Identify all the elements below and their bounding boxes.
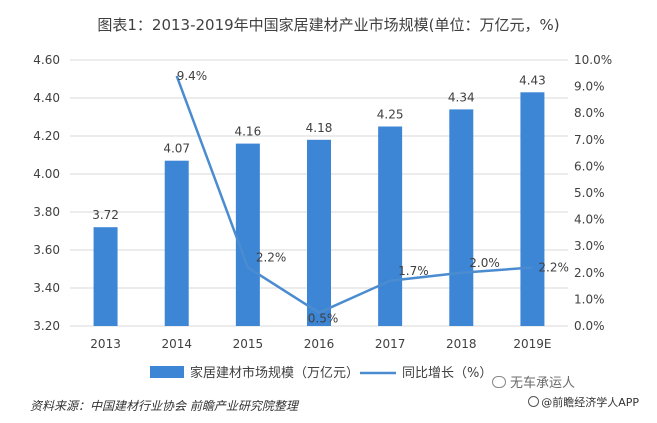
y-right-tick-label: 1.0% xyxy=(574,292,605,306)
bar xyxy=(449,109,474,327)
y-right-tick-label: 6.0% xyxy=(574,159,605,173)
bar-value-label: 4.18 xyxy=(306,121,333,135)
y-right-tick-label: 5.0% xyxy=(574,186,605,200)
y-right-tick-label: 9.0% xyxy=(574,80,605,94)
line-value-label: 0.5% xyxy=(308,312,339,326)
footer: 资料来源：中国建材行业协会 前瞻产业研究院整理 @前瞻经济学人APP xyxy=(0,394,657,416)
line-value-label: 9.4% xyxy=(177,69,208,83)
growth-line xyxy=(175,75,533,314)
y-left-tick-label: 3.40 xyxy=(33,281,60,295)
y-left-tick-label: 3.20 xyxy=(33,319,60,333)
x-tick-label: 2016 xyxy=(304,337,335,351)
bar xyxy=(378,126,403,326)
y-left-tick-label: 4.60 xyxy=(33,53,60,67)
legend-line-label: 同比增长（%） xyxy=(402,366,492,381)
bar xyxy=(164,160,189,326)
line-value-label: 2.0% xyxy=(469,256,500,270)
wechat-icon xyxy=(491,376,506,388)
legend-bar-label: 家居建材市场规模（万亿元） xyxy=(190,365,359,381)
bar xyxy=(520,92,545,326)
watermark: 无车承运人 xyxy=(491,372,575,391)
x-tick-label: 2017 xyxy=(375,337,406,351)
y-left-tick-label: 4.20 xyxy=(33,129,60,143)
bar-value-label: 4.16 xyxy=(234,125,261,139)
app-badge-text: @前瞻经济学人APP xyxy=(541,396,639,409)
y-left-tick-label: 3.60 xyxy=(33,243,60,257)
bar-value-label: 4.34 xyxy=(448,90,475,104)
line-value-label: 1.7% xyxy=(398,264,429,278)
chart-title: 图表1：2013-2019年中国家居建材产业市场规模(单位：万亿元，%) xyxy=(97,16,560,34)
watermark-text: 无车承运人 xyxy=(509,376,575,391)
y-right-tick-label: 10.0% xyxy=(574,53,612,67)
y-right-tick-label: 4.0% xyxy=(574,213,605,227)
bar-value-label: 3.72 xyxy=(92,208,119,222)
x-tick-label: 2014 xyxy=(161,337,192,351)
bar xyxy=(93,227,118,326)
x-tick-label: 2013 xyxy=(90,337,121,351)
x-tick-label: 2018 xyxy=(446,337,477,351)
app-badge: @前瞻经济学人APP xyxy=(528,394,639,410)
y-right-tick-label: 8.0% xyxy=(574,106,605,120)
app-logo-icon xyxy=(528,396,540,407)
bar xyxy=(235,143,260,326)
y-left-tick-label: 4.40 xyxy=(33,91,60,105)
source-note: 资料来源：中国建材行业协会 前瞻产业研究院整理 xyxy=(30,399,298,413)
bar-value-label: 4.07 xyxy=(163,142,190,156)
legend-bar-swatch xyxy=(150,366,184,378)
y-right-tick-label: 2.0% xyxy=(574,266,605,280)
line-value-label: 2.2% xyxy=(256,250,287,264)
y-right-tick-label: 3.0% xyxy=(574,239,605,253)
x-tick-label: 2019E xyxy=(513,337,551,351)
line-value-label: 2.2% xyxy=(538,260,569,274)
y-left-tick-label: 4.00 xyxy=(33,167,60,181)
y-right-tick-label: 7.0% xyxy=(574,133,605,147)
y-left-tick-label: 3.80 xyxy=(33,205,60,219)
y-right-tick-label: 0.0% xyxy=(574,319,605,333)
bar-value-label: 4.25 xyxy=(377,108,404,122)
x-tick-label: 2015 xyxy=(233,337,264,351)
bar xyxy=(307,139,331,326)
bar-value-label: 4.43 xyxy=(519,73,546,87)
